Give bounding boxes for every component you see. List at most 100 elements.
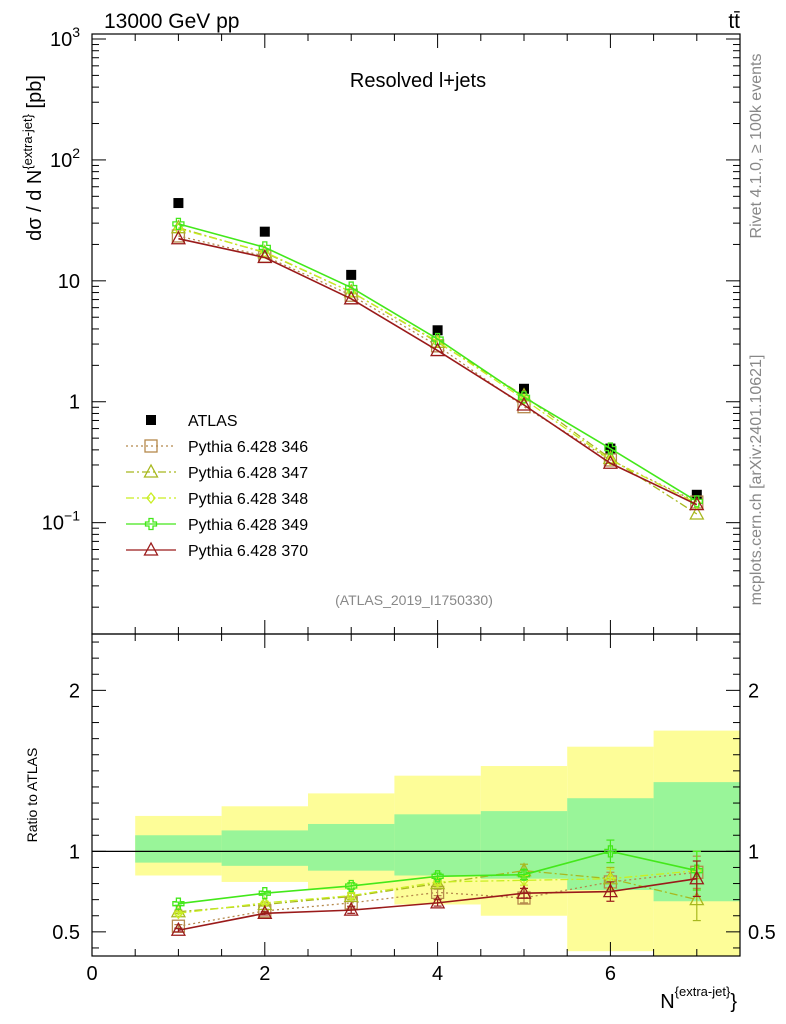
- x-tick-label: 0: [86, 963, 97, 985]
- series-line: [178, 228, 698, 504]
- ratio-point: [517, 868, 531, 881]
- ratio-panel: 0.5 0.5 1 1 2 2 0 2 4 6: [52, 633, 776, 985]
- legend-label: Pythia 6.428 346: [188, 439, 308, 456]
- stat-uncertainty-band: [308, 823, 395, 871]
- data-point: [690, 495, 703, 508]
- y-tick-label: 1: [69, 392, 80, 414]
- legend-entry: Pythia 6.428 370: [126, 541, 308, 560]
- data-point: [173, 198, 184, 209]
- main-ylabel: dσ / d N{extra-jet} [pb]: [20, 75, 46, 241]
- ratio-point: [343, 901, 359, 916]
- ratio-y-tick-label-right: 0.5: [748, 922, 776, 944]
- data-point: [173, 222, 184, 235]
- analysis-id: (ATLAS_2019_I1750330): [335, 592, 493, 608]
- series-pythia-6-428-370: [170, 230, 705, 511]
- legend: ATLAS Pythia 6.428 346 Pythia 6.428 347 Pyt…: [126, 413, 308, 560]
- ratio-y-tick-label: 2: [69, 680, 80, 702]
- ratio-point: [257, 904, 273, 919]
- legend-marker: [143, 541, 159, 556]
- rivet-label: Rivet 4.1.0, ≥ 100k events: [748, 54, 765, 239]
- ratio-y-tick-label-right: 2: [748, 680, 759, 702]
- ratio-point: [259, 896, 270, 909]
- xlabel: N{extra-jet}}: [660, 984, 737, 1013]
- data-point: [689, 496, 705, 511]
- y-tick-label: 103: [50, 24, 80, 51]
- series-pythia-6-428-349: [172, 217, 703, 508]
- legend-label: Pythia 6.428 370: [188, 543, 308, 560]
- ratio-point: [604, 845, 617, 858]
- data-point: [430, 342, 446, 357]
- data-point: [689, 505, 705, 520]
- ratio-series-pythia-6-428-349: [172, 839, 703, 910]
- ratio-frame: [91, 633, 741, 957]
- energy-label: 13000 GeV pp: [104, 10, 239, 33]
- ratio-point: [258, 887, 271, 900]
- data-point: [257, 249, 273, 264]
- data-point: [431, 332, 444, 346]
- ratio-point: [431, 870, 444, 883]
- x-tick-label: 4: [432, 963, 443, 985]
- ratio-point: [173, 907, 184, 920]
- data-point: [343, 290, 359, 305]
- legend-marker: [146, 415, 156, 425]
- ratio-point: [689, 891, 705, 906]
- ratio-y-tick-label: 1: [69, 841, 80, 863]
- process-label: tt̄: [728, 10, 740, 33]
- stat-uncertainty-band: [394, 814, 481, 876]
- series-line: [178, 237, 698, 506]
- data-point: [605, 453, 616, 467]
- legend-marker: [144, 517, 158, 531]
- legend-entry: ATLAS: [146, 413, 238, 430]
- data-point: [172, 217, 185, 230]
- mcplots-label: mcplots.cern.ch [arXiv:2401.10621]: [748, 355, 765, 606]
- legend-entry: Pythia 6.428 349: [126, 517, 308, 534]
- data-point: [602, 454, 618, 469]
- ratio-point: [689, 870, 705, 885]
- data-point: [604, 442, 617, 455]
- legend-marker: [143, 463, 159, 478]
- ratio-y-tick-label: 0.5: [52, 922, 80, 944]
- ratio-point: [346, 889, 357, 902]
- legend-entry: Pythia 6.428 348: [126, 491, 308, 508]
- data-point: [259, 226, 270, 237]
- data-point: [170, 230, 186, 245]
- ratio-point: [172, 897, 185, 910]
- data-point: [432, 335, 443, 348]
- data-point: [346, 285, 357, 298]
- legend-entry: Pythia 6.428 346: [126, 439, 308, 456]
- data-point: [432, 325, 443, 336]
- series-line: [178, 223, 698, 503]
- ratio-point: [170, 921, 186, 936]
- data-point: [345, 281, 358, 294]
- legend-label: Pythia 6.428 347: [188, 465, 308, 482]
- legend-label: Pythia 6.428 348: [188, 491, 308, 508]
- ratio-point: [602, 883, 618, 898]
- legend-entry: Pythia 6.428 347: [126, 463, 308, 482]
- ratio-ylabel: Ratio to ATLAS: [24, 748, 40, 843]
- x-tick-label: 6: [605, 963, 616, 985]
- x-tick-label: 2: [259, 963, 270, 985]
- y-tick-label: 10: [58, 271, 80, 293]
- chart-title: Resolved l+jets: [350, 70, 486, 92]
- legend-label: Pythia 6.428 349: [188, 517, 308, 534]
- legend-label: ATLAS: [188, 413, 238, 430]
- legend-marker: [146, 491, 156, 505]
- ratio-series-pythia-6-428-370: [170, 860, 705, 936]
- data-point: [516, 396, 532, 411]
- stat-uncertainty-band: [135, 835, 222, 863]
- y-tick-label: 102: [50, 145, 80, 172]
- data-point: [346, 269, 357, 280]
- y-tick-label: 10−1: [42, 508, 80, 535]
- ratio-y-tick-label-right: 1: [748, 841, 759, 863]
- ratio-point: [432, 875, 443, 888]
- ratio-point: [430, 894, 446, 909]
- series-line: [178, 235, 698, 503]
- data-point: [691, 489, 702, 500]
- stat-uncertainty-band: [221, 830, 308, 866]
- ratio-point: [170, 903, 186, 918]
- ratio-point: [516, 884, 532, 899]
- legend-marker: [144, 439, 158, 453]
- ratio-point: [345, 879, 358, 893]
